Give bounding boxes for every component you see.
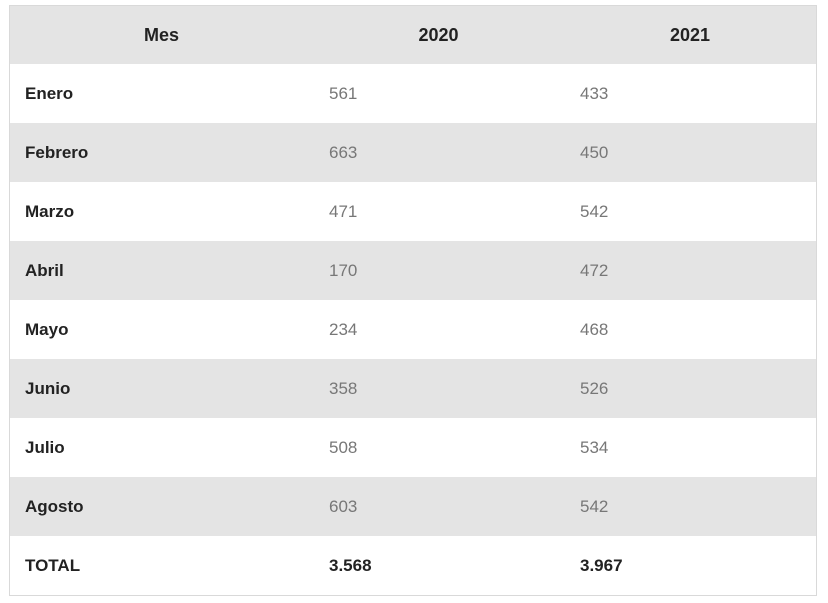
- table-row: Junio 358 526: [10, 359, 816, 418]
- row-value-2021: 534: [564, 418, 816, 477]
- column-header-month: Mes: [10, 6, 313, 64]
- row-value-2020: 358: [313, 359, 564, 418]
- row-value-2021: 526: [564, 359, 816, 418]
- row-value-2021: 542: [564, 182, 816, 241]
- table-header-row: Mes 2020 2021: [10, 6, 816, 64]
- total-value-2020: 3.568: [313, 536, 564, 595]
- total-label: TOTAL: [10, 536, 313, 595]
- table-row: Enero 561 433: [10, 64, 816, 123]
- row-value-2021: 433: [564, 64, 816, 123]
- column-header-2021: 2021: [564, 6, 816, 64]
- row-month-label: Mayo: [10, 300, 313, 359]
- table-row: Julio 508 534: [10, 418, 816, 477]
- row-month-label: Junio: [10, 359, 313, 418]
- row-value-2021: 468: [564, 300, 816, 359]
- row-value-2020: 663: [313, 123, 564, 182]
- row-month-label: Febrero: [10, 123, 313, 182]
- row-month-label: Abril: [10, 241, 313, 300]
- column-header-2020: 2020: [313, 6, 564, 64]
- row-month-label: Agosto: [10, 477, 313, 536]
- total-value-2021: 3.967: [564, 536, 816, 595]
- table-row: Marzo 471 542: [10, 182, 816, 241]
- row-value-2020: 508: [313, 418, 564, 477]
- table-row: Abril 170 472: [10, 241, 816, 300]
- row-month-label: Enero: [10, 64, 313, 123]
- row-value-2021: 542: [564, 477, 816, 536]
- table-row: Agosto 603 542: [10, 477, 816, 536]
- row-value-2020: 234: [313, 300, 564, 359]
- row-value-2020: 170: [313, 241, 564, 300]
- monthly-comparison-table: Mes 2020 2021 Enero 561 433 Febrero 663 …: [10, 6, 816, 595]
- row-value-2021: 450: [564, 123, 816, 182]
- row-month-label: Marzo: [10, 182, 313, 241]
- table-row: Febrero 663 450: [10, 123, 816, 182]
- row-month-label: Julio: [10, 418, 313, 477]
- row-value-2020: 603: [313, 477, 564, 536]
- data-table-container: Mes 2020 2021 Enero 561 433 Febrero 663 …: [9, 5, 817, 596]
- table-row: Mayo 234 468: [10, 300, 816, 359]
- row-value-2020: 471: [313, 182, 564, 241]
- row-value-2020: 561: [313, 64, 564, 123]
- row-value-2021: 472: [564, 241, 816, 300]
- table-total-row: TOTAL 3.568 3.967: [10, 536, 816, 595]
